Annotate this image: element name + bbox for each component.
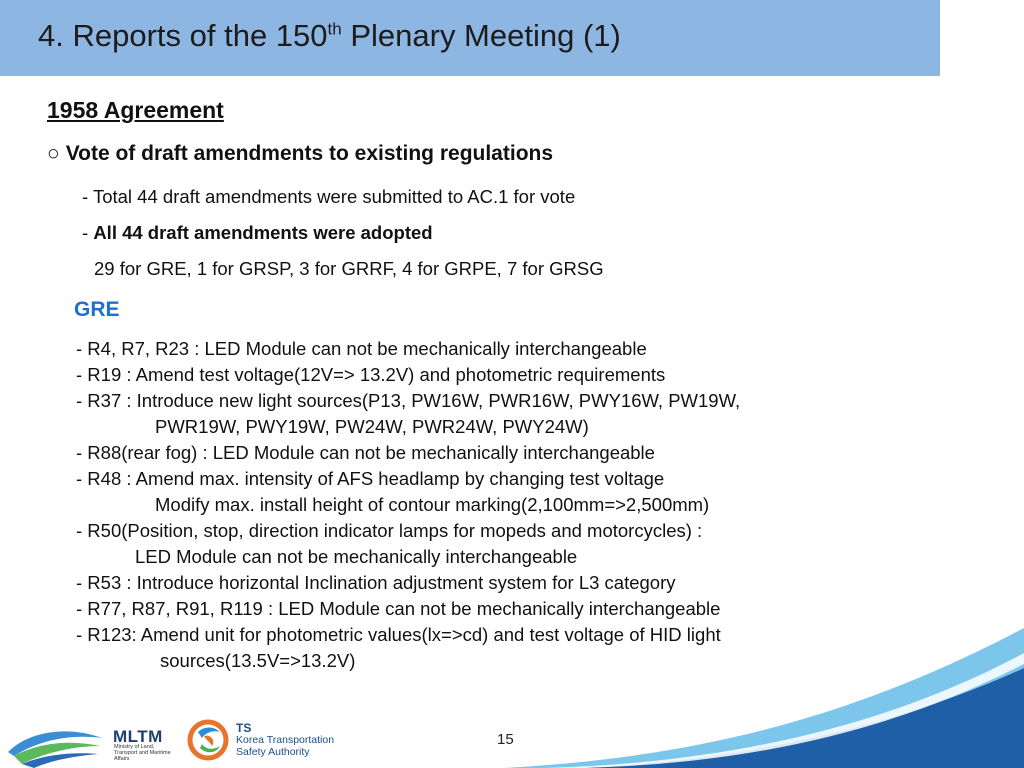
gre-item-r19: - R19 : Amend test voltage(12V=> 13.2V) … [76,364,666,385]
gre-item-r50-cont: LED Module can not be mechanically inter… [135,546,578,567]
mltm-logo-subtext: Ministry of Land, Transport and Maritime… [114,744,171,762]
circle-bullet-icon: ○ [47,142,60,165]
mltm-logo-text: MLTM [113,727,163,746]
slide-title: 4. Reports of the 150th Plenary Meeting … [38,18,621,53]
mltm-logo-icon [8,731,102,768]
gre-item-r53: - R53 : Introduce horizontal Inclination… [76,572,676,593]
gre-item-r50: - R50(Position, stop, direction indicato… [76,520,703,541]
ts-logo-subtext: Korea Transportation Safety Authority [236,734,335,758]
adopted-line: - All 44 draft amendments were adopted [82,222,433,243]
gre-heading: GRE [74,298,120,321]
footer-logos [8,719,229,768]
breakdown-line: 29 for GRE, 1 for GRSP, 3 for GRRF, 4 fo… [94,258,604,279]
gre-item-r37: - R37 : Introduce new light sources(P13,… [76,390,741,411]
gre-item-r4: - R4, R7, R23 : LED Module can not be me… [76,338,647,359]
swoosh-decoration-icon [504,628,1024,768]
agreement-heading: 1958 Agreement [47,97,224,123]
title-bar: 4. Reports of the 150th Plenary Meeting … [0,0,940,76]
vote-heading: ○ Vote of draft amendments to existing re… [47,142,554,165]
total-amendments-line: - Total 44 draft amendments were submitt… [82,186,576,207]
ts-logo-text: TS [236,721,252,735]
gre-item-r37-cont: PWR19W, PWY19W, PW24W, PWR24W, PWY24W) [155,416,589,437]
gre-item-r123-cont: sources(13.5V=>13.2V) [160,650,356,671]
gre-item-r123: - R123: Amend unit for photometric value… [76,624,721,645]
gre-item-r88: - R88(rear fog) : LED Module can not be … [76,442,655,463]
ts-logo-icon [187,719,229,761]
gre-item-r77: - R77, R87, R91, R119 : LED Module can n… [76,598,721,619]
gre-item-r48: - R48 : Amend max. intensity of AFS head… [76,468,665,489]
gre-item-r48-cont: Modify max. install height of contour ma… [155,494,710,515]
page-number: 15 [497,731,514,748]
